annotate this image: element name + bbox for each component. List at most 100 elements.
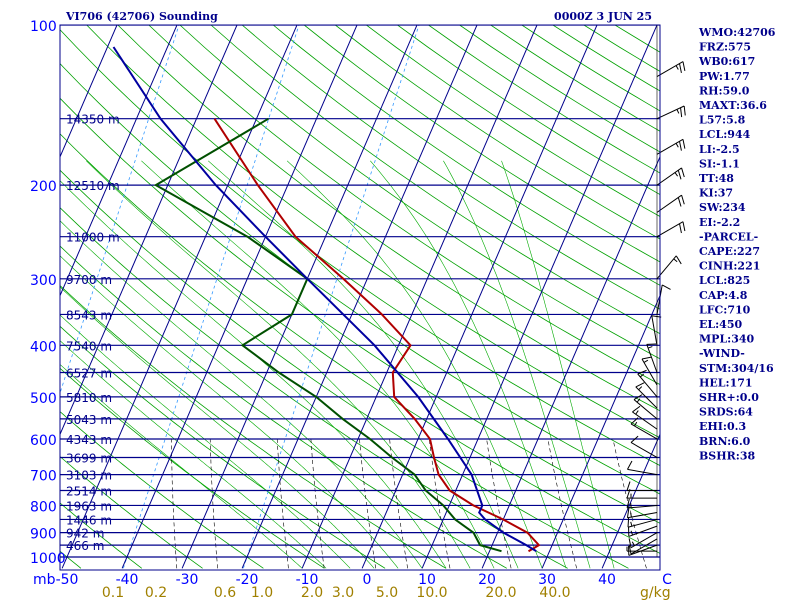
index-line: MPL:340: [699, 333, 755, 346]
height-label: 9700 m: [66, 273, 112, 287]
index-line: CINH:221: [699, 260, 760, 273]
isotherm-line: [361, 25, 598, 569]
index-line: MAXT:36.6: [699, 99, 767, 112]
mixing-ratio-tick-label: 5.0: [376, 585, 398, 600]
moist-adiabat: [60, 340, 327, 569]
index-line: SI:-1.1: [699, 157, 740, 170]
mixing-ratio-line: [209, 438, 218, 569]
isotherm-line: [601, 433, 660, 569]
moist-adiabat: [208, 160, 519, 569]
title-left: VI706 (42706) Sounding: [65, 10, 218, 23]
height-label: 3103 m: [66, 469, 112, 483]
moist-adiabat: [60, 314, 351, 569]
dry-adiabat: [148, 25, 660, 385]
wind-barb-half-feather: [636, 398, 641, 403]
wind-barb-half-feather: [676, 109, 680, 114]
wind-barb-shaft: [656, 105, 685, 120]
dry-adiabat: [272, 25, 660, 286]
moist-adiabat: [370, 160, 567, 569]
index-line: HEL:171: [699, 376, 753, 389]
index-line: CAP:4.8: [699, 289, 748, 302]
index-line: EL:450: [699, 318, 742, 331]
dry-adiabat: [303, 25, 660, 263]
pressure-axis-unit: mb: [33, 572, 56, 588]
wind-barb-shaft: [628, 544, 658, 556]
index-line: RH:59.0: [699, 84, 750, 97]
height-label: 3699 m: [66, 451, 112, 465]
wind-barb: [628, 538, 658, 555]
moist-adiabat: [60, 220, 423, 569]
isotherm-line: [301, 25, 538, 569]
wind-barb: [656, 138, 686, 155]
index-line: LCL:944: [699, 128, 751, 141]
height-label: 2514 m: [66, 485, 112, 499]
wind-barb-feather: [626, 508, 630, 518]
wind-barb-shaft: [630, 538, 658, 555]
height-label: 4343 m: [66, 433, 112, 447]
moist-adiabat: [60, 255, 399, 569]
wind-barb: [656, 194, 685, 213]
mixing-ratio-line: [276, 438, 289, 569]
mixing-ratio-unit: g/kg: [640, 585, 671, 600]
wind-barb-feather: [626, 481, 631, 491]
wind-barb-half-feather: [630, 530, 634, 536]
ice-curve: [243, 25, 420, 569]
dry-adiabat: [179, 25, 660, 360]
wind-barb-feather: [681, 167, 685, 178]
temperature-tick-labels: -50 -40 -30 -20 -10 0 10 20 30 40 C: [56, 572, 673, 588]
mixing-ratio-line: [547, 438, 577, 569]
mixing-ratio-tick-label: 0.1: [102, 585, 124, 600]
wind-barb-feather: [637, 369, 647, 375]
isotherm-line: [60, 25, 178, 297]
wind-barb-shaft: [656, 138, 684, 155]
mixing-ratio-line: [171, 438, 178, 569]
dry-adiabat: [60, 456, 203, 569]
pressure-tick-label: 200: [30, 179, 57, 195]
ice-curves: [60, 25, 420, 569]
wind-barb-feather: [630, 417, 639, 425]
dry-adiabat: [60, 502, 143, 569]
pressure-tick-label: 700: [30, 469, 57, 485]
isotherm-line: [61, 25, 298, 569]
ice-curve: [123, 25, 300, 569]
wind-barb-feather: [632, 405, 641, 413]
parcel-profile: [112, 46, 537, 553]
index-line: WMO:42706: [698, 26, 776, 39]
pressure-tick-label: 1000: [30, 551, 66, 567]
index-line: BRN:6.0: [699, 435, 751, 448]
index-line: SW:234: [699, 201, 746, 214]
temperature-tick-label: 0: [363, 572, 372, 588]
wind-barb: [626, 481, 657, 492]
isobars: [60, 25, 660, 558]
sounding-profiles: [112, 46, 541, 553]
wind-barb: [627, 517, 658, 528]
mixing-ratio-tick-label: 3.0: [332, 585, 354, 600]
height-labels: 14350 m 12510 m 11000 m 9700 m 8543 m 7540 m 6…: [66, 113, 120, 553]
index-line: EI:-2.2: [699, 216, 740, 229]
wind-barb-shaft: [637, 373, 658, 398]
wind-barb-feather: [628, 538, 632, 548]
wind-barb: [626, 546, 657, 552]
pressure-tick-label: 500: [30, 391, 57, 407]
dry-adiabat: [60, 133, 660, 554]
wind-barb-feather: [679, 141, 682, 151]
wind-barb-feather: [679, 223, 682, 234]
wind-barb: [646, 343, 658, 373]
wind-barb: [627, 460, 658, 476]
wind-barb-feather: [641, 356, 652, 360]
temperature-tick-label: -40: [116, 572, 139, 588]
index-line: WB0:617: [698, 55, 755, 68]
moist-adiabat: [443, 160, 591, 569]
mixing-ratio-tick-label: 40.0: [539, 585, 570, 600]
height-label: 5043 m: [66, 413, 112, 427]
dry-adiabat: [60, 169, 629, 569]
dry-adiabats: [60, 25, 660, 569]
wind-barb-shaft: [630, 423, 658, 440]
dry-adiabat: [60, 367, 325, 569]
index-line: TT:48: [699, 172, 734, 185]
pressure-tick-label: 300: [30, 273, 57, 289]
wind-barb-half-feather: [638, 386, 643, 391]
index-line: BSHR:38: [699, 449, 755, 462]
